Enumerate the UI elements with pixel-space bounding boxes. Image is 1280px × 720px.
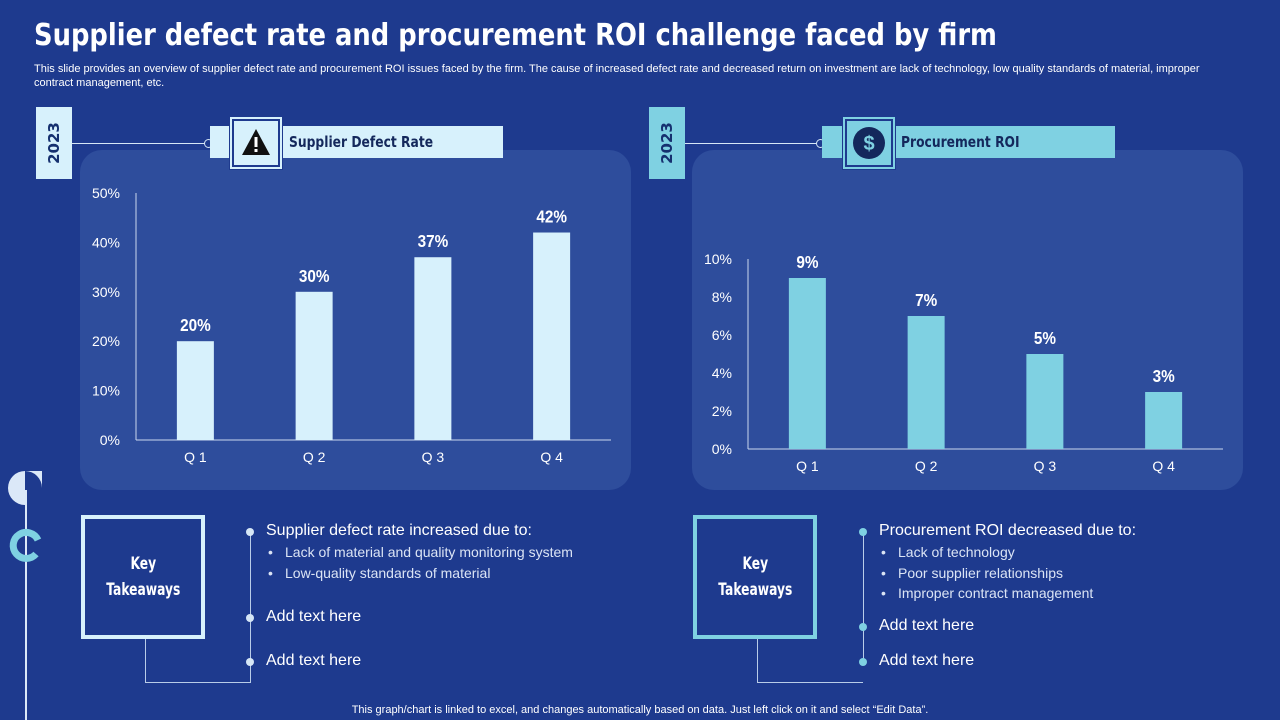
data-label: 3%: [1153, 366, 1175, 386]
svg-text:$: $: [863, 133, 874, 155]
data-label: 5%: [1034, 328, 1056, 348]
right-add-text-1[interactable]: Add text here: [879, 617, 975, 634]
y-tick-label: 6%: [712, 327, 732, 343]
right-add-text-2[interactable]: Add text here: [879, 652, 975, 669]
left-connector: [72, 143, 208, 144]
left-takeaway-heading: Supplier defect rate increased due to:: [266, 522, 532, 539]
decorative-bubble-icon: [8, 471, 42, 505]
x-tick-label: Q 2: [915, 458, 938, 474]
y-tick-label: 40%: [92, 234, 120, 250]
bar: [295, 291, 333, 440]
y-tick-label: 30%: [92, 284, 120, 300]
list-item: Improper contract management: [879, 583, 1093, 604]
data-label: 9%: [796, 252, 818, 272]
list-item: Lack of material and quality monitoring …: [266, 542, 573, 563]
left-takeaway-bullets: Lack of material and quality monitoring …: [266, 542, 573, 583]
right-bullet-dot-2: [859, 623, 867, 631]
y-tick-label: 0%: [712, 441, 732, 457]
y-tick-label: 4%: [712, 365, 732, 381]
list-item: Poor supplier relationships: [879, 563, 1093, 584]
left-bullet-dot-1: [246, 528, 254, 536]
right-takeaway-bullets: Lack of technology Poor supplier relatio…: [879, 542, 1093, 604]
right-bullet-dot-1: [859, 528, 867, 536]
bar: [533, 232, 571, 440]
left-year-label: 2023: [45, 122, 63, 164]
right-year-tab: 2023: [649, 107, 685, 179]
right-connector: [685, 143, 820, 144]
right-kt-line1: Key: [742, 554, 768, 574]
defect-rate-chart: 0% 10% 20% 30% 40% 50% 20% Q 1 30% Q 2 37% Q 3 42% Q …: [92, 185, 611, 465]
list-item: Lack of technology: [879, 542, 1093, 563]
left-add-text-2[interactable]: Add text here: [266, 652, 362, 669]
x-tick-label: Q 4: [540, 449, 563, 465]
bar: [176, 341, 214, 440]
decorative-line: [25, 490, 27, 720]
decorative-ring-icon: [9, 528, 42, 562]
left-key-takeaways-box: Key Takeaways: [81, 515, 205, 639]
left-kt-connector-v: [145, 639, 146, 682]
dollar-icon: $: [845, 119, 893, 167]
warning-icon: [232, 119, 280, 167]
y-tick-label: 10%: [92, 383, 120, 399]
left-kt-line1: Key: [130, 554, 156, 574]
y-tick-label: 2%: [712, 403, 732, 419]
right-bullet-rail: [863, 531, 864, 665]
right-kt-line2: Takeaways: [717, 580, 793, 600]
right-bullet-dot-3: [859, 658, 867, 666]
data-label: 30%: [299, 266, 330, 286]
data-label: 37%: [418, 231, 449, 251]
y-tick-label: 10%: [704, 251, 732, 267]
right-kt-connector-v: [757, 639, 758, 682]
bar: [788, 278, 826, 449]
left-kt-line2: Takeaways: [105, 580, 181, 600]
data-label: 42%: [536, 206, 567, 226]
bar: [1026, 354, 1064, 449]
page-title: Supplier defect rate and procurement ROI…: [34, 18, 997, 53]
right-icon-box: $: [842, 116, 896, 170]
right-header-label: Procurement ROI: [901, 133, 1020, 151]
y-tick-label: 50%: [92, 185, 120, 201]
right-year-label: 2023: [658, 122, 676, 164]
right-key-takeaways-box: Key Takeaways: [693, 515, 817, 639]
page-subtitle: This slide provides an overview of suppl…: [34, 63, 1200, 89]
y-tick-label: 8%: [712, 289, 732, 305]
y-tick-label: 20%: [92, 333, 120, 349]
data-label: 20%: [180, 315, 211, 335]
bar: [1145, 392, 1183, 449]
right-kt-connector-h: [757, 682, 863, 683]
data-label: 7%: [915, 290, 937, 310]
left-icon-box: [229, 116, 283, 170]
right-takeaway-heading: Procurement ROI decreased due to:: [879, 522, 1137, 539]
bar: [414, 257, 452, 440]
left-add-text-1[interactable]: Add text here: [266, 608, 362, 625]
left-year-tab: 2023: [36, 107, 72, 179]
left-bullet-rail: [250, 531, 251, 682]
left-kt-connector-h: [145, 682, 251, 683]
procurement-roi-chart: 0% 2% 4% 6% 8% 10% 9% Q 1 7% Q 2 5% Q 3 3% Q 4: [704, 251, 1223, 474]
footer-note: This graph/chart is linked to excel, and…: [351, 704, 929, 716]
left-bullet-dot-3: [246, 658, 254, 666]
x-tick-label: Q 2: [303, 449, 326, 465]
bar: [907, 316, 945, 449]
x-tick-label: Q 4: [1152, 458, 1175, 474]
x-tick-label: Q 3: [422, 449, 445, 465]
x-tick-label: Q 1: [796, 458, 819, 474]
x-tick-label: Q 1: [184, 449, 207, 465]
y-tick-label: 0%: [100, 432, 120, 448]
list-item: Low-quality standards of material: [266, 563, 573, 584]
x-tick-label: Q 3: [1034, 458, 1057, 474]
left-bullet-dot-2: [246, 614, 254, 622]
left-header-label: Supplier Defect Rate: [289, 133, 434, 151]
